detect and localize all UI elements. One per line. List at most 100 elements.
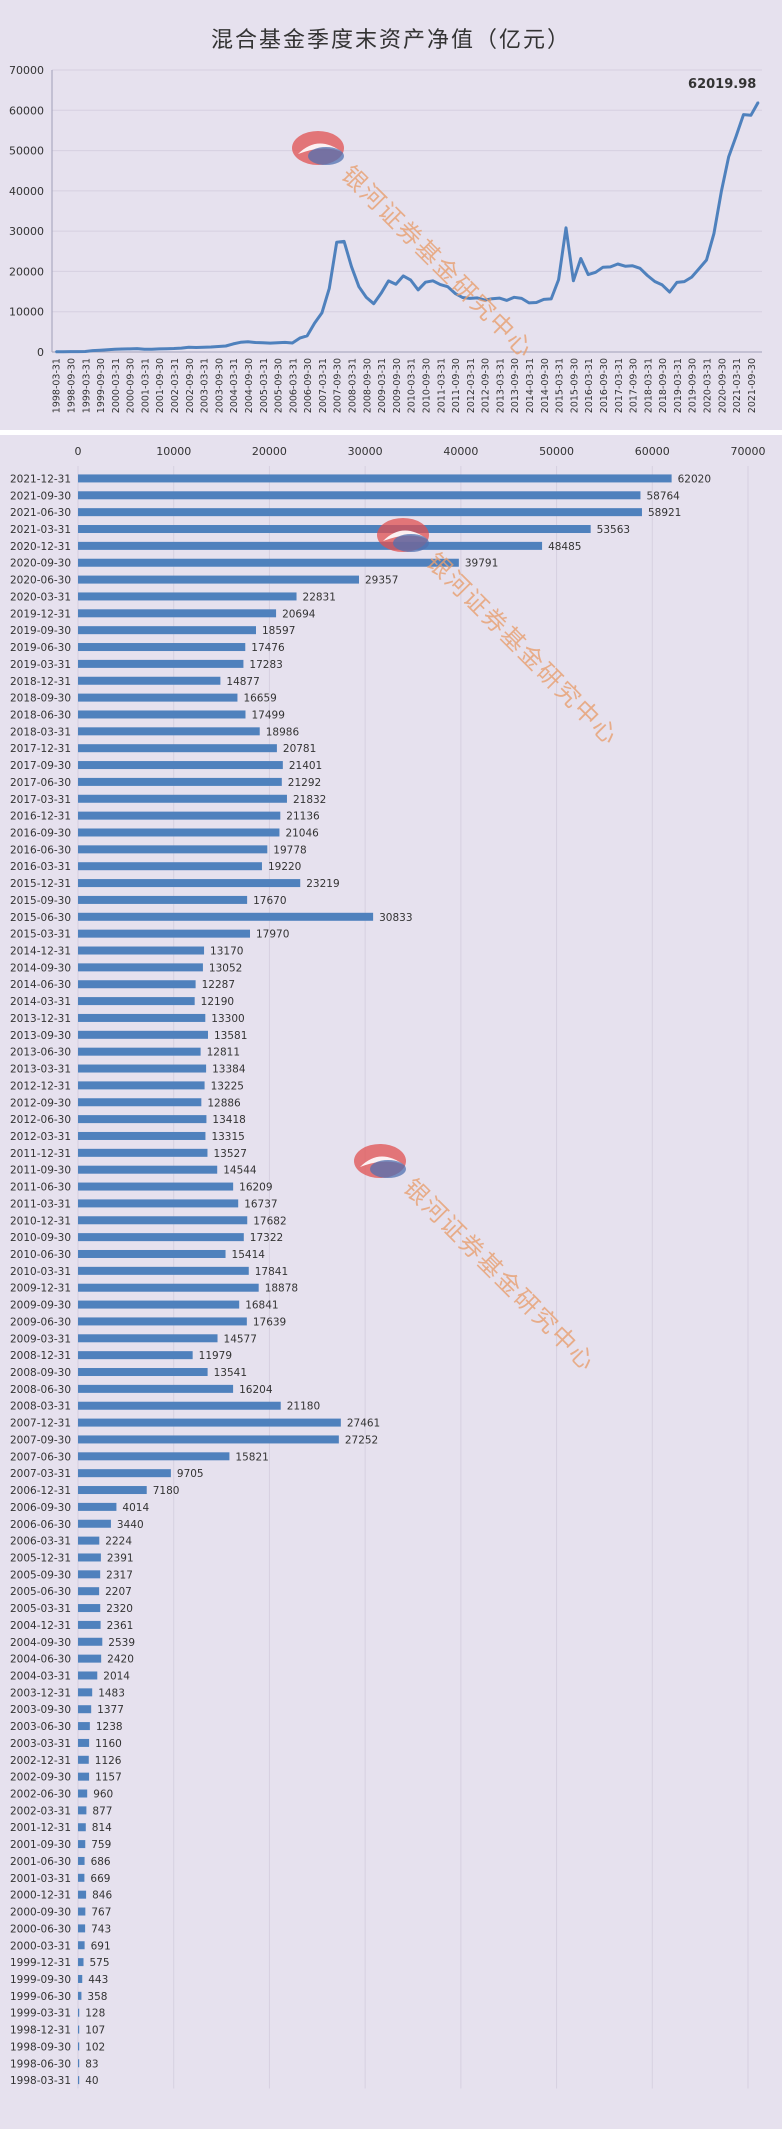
bar: [78, 727, 260, 736]
bar: [78, 1401, 281, 1410]
bar: [78, 1502, 117, 1511]
x-tick-label: 70000: [731, 445, 766, 458]
data-label: 691: [91, 1940, 111, 1952]
x-tick-label: 2009-09-30: [392, 358, 403, 413]
data-point: [661, 284, 663, 286]
data-point: [210, 346, 212, 348]
category-label: 2006-12-31: [10, 1485, 71, 1497]
category-label: 2012-03-31: [10, 1131, 71, 1143]
category-label: 2010-09-30: [10, 1232, 71, 1244]
data-point: [498, 297, 501, 299]
bar: [78, 1772, 90, 1781]
data-label: 13581: [214, 1030, 247, 1042]
x-tick-label: 2017-03-31: [614, 358, 625, 413]
x-tick-label: 2015-09-30: [569, 358, 580, 413]
category-label: 2011-12-31: [10, 1148, 71, 1160]
data-point: [676, 281, 678, 284]
data-label: 12811: [207, 1047, 240, 1059]
category-label: 2021-06-30: [10, 507, 71, 519]
data-point: [439, 283, 442, 286]
category-label: 2012-06-30: [10, 1114, 71, 1126]
x-tick-label: 20000: [252, 445, 287, 458]
x-tick-label: 2005-09-30: [274, 358, 285, 413]
bar: [78, 1604, 101, 1613]
data-point: [424, 281, 427, 284]
data-label: 1377: [97, 1704, 124, 1716]
data-label: 17841: [255, 1266, 288, 1278]
category-label: 2017-03-31: [10, 794, 71, 806]
x-tick-label: 2020-03-31: [703, 358, 714, 413]
bar: [78, 929, 250, 938]
data-point: [291, 342, 294, 344]
category-label: 2000-06-30: [10, 1923, 71, 1935]
category-label: 2014-12-31: [10, 946, 71, 958]
data-label: 743: [91, 1923, 111, 1935]
data-label: 21180: [287, 1401, 320, 1413]
category-label: 2005-03-31: [10, 1603, 71, 1615]
x-tick-label: 2000-09-30: [126, 358, 137, 413]
data-point: [653, 280, 656, 283]
data-point: [594, 271, 597, 274]
category-label: 2004-03-31: [10, 1670, 71, 1682]
bar: [78, 1098, 202, 1107]
bar: [78, 1081, 205, 1090]
y-tick-label: 10000: [9, 306, 44, 319]
data-label: 2224: [105, 1536, 132, 1548]
category-label: 2015-12-31: [10, 878, 71, 890]
x-tick-label: 2017-09-30: [629, 358, 640, 413]
category-label: 2013-09-30: [10, 1030, 71, 1042]
end-value-label: 62019.98: [688, 77, 756, 92]
category-label: 2021-09-30: [10, 490, 71, 502]
data-point: [446, 285, 449, 288]
bar: [78, 609, 277, 618]
bar: [78, 1991, 82, 2000]
bar: [78, 946, 205, 955]
category-label: 2019-03-31: [10, 659, 71, 671]
data-label: 1160: [95, 1738, 122, 1750]
bar: [78, 1148, 208, 1157]
data-label: 107: [85, 2025, 105, 2037]
bar: [78, 1924, 86, 1933]
data-point: [698, 267, 700, 270]
bar: [78, 1519, 111, 1528]
category-label: 2007-06-30: [10, 1451, 71, 1463]
x-tick-label: 2000-03-31: [111, 358, 122, 413]
category-label: 2004-06-30: [10, 1654, 71, 1666]
bar: [78, 1553, 101, 1562]
data-label: 16204: [239, 1384, 273, 1396]
data-label: 16659: [243, 693, 276, 705]
data-point: [380, 292, 382, 295]
data-label: 18597: [262, 625, 295, 637]
bar: [78, 1722, 90, 1731]
bar: [78, 1199, 239, 1208]
data-label: 102: [85, 2041, 105, 2053]
bar: [78, 828, 280, 837]
x-tick-label: 2013-09-30: [510, 358, 521, 413]
data-label: 14577: [224, 1333, 257, 1345]
category-label: 2002-03-31: [10, 1805, 71, 1817]
data-point: [313, 322, 316, 324]
data-label: 12190: [201, 996, 234, 1008]
data-point: [469, 297, 471, 300]
bar: [78, 1452, 230, 1461]
data-label: 21136: [286, 811, 320, 823]
category-label: 2011-06-30: [10, 1182, 71, 1194]
x-tick-label: 1999-03-31: [81, 358, 92, 413]
category-label: 2006-03-31: [10, 1536, 71, 1548]
category-label: 2010-06-30: [10, 1249, 71, 1261]
data-label: 3440: [117, 1519, 144, 1531]
data-label: 877: [92, 1805, 112, 1817]
bar: [78, 1368, 208, 1377]
data-label: 12886: [207, 1097, 241, 1109]
category-label: 2009-03-31: [10, 1333, 71, 1345]
category-label: 2016-09-30: [10, 827, 71, 839]
y-tick-label: 20000: [9, 265, 44, 278]
bar: [78, 1570, 101, 1579]
data-label: 846: [92, 1890, 112, 1902]
bar: [78, 710, 246, 719]
category-label: 2015-03-31: [10, 929, 71, 941]
category-label: 2000-12-31: [10, 1890, 71, 1902]
category-label: 2011-09-30: [10, 1165, 71, 1177]
data-point: [106, 348, 109, 351]
bar: [78, 693, 238, 702]
